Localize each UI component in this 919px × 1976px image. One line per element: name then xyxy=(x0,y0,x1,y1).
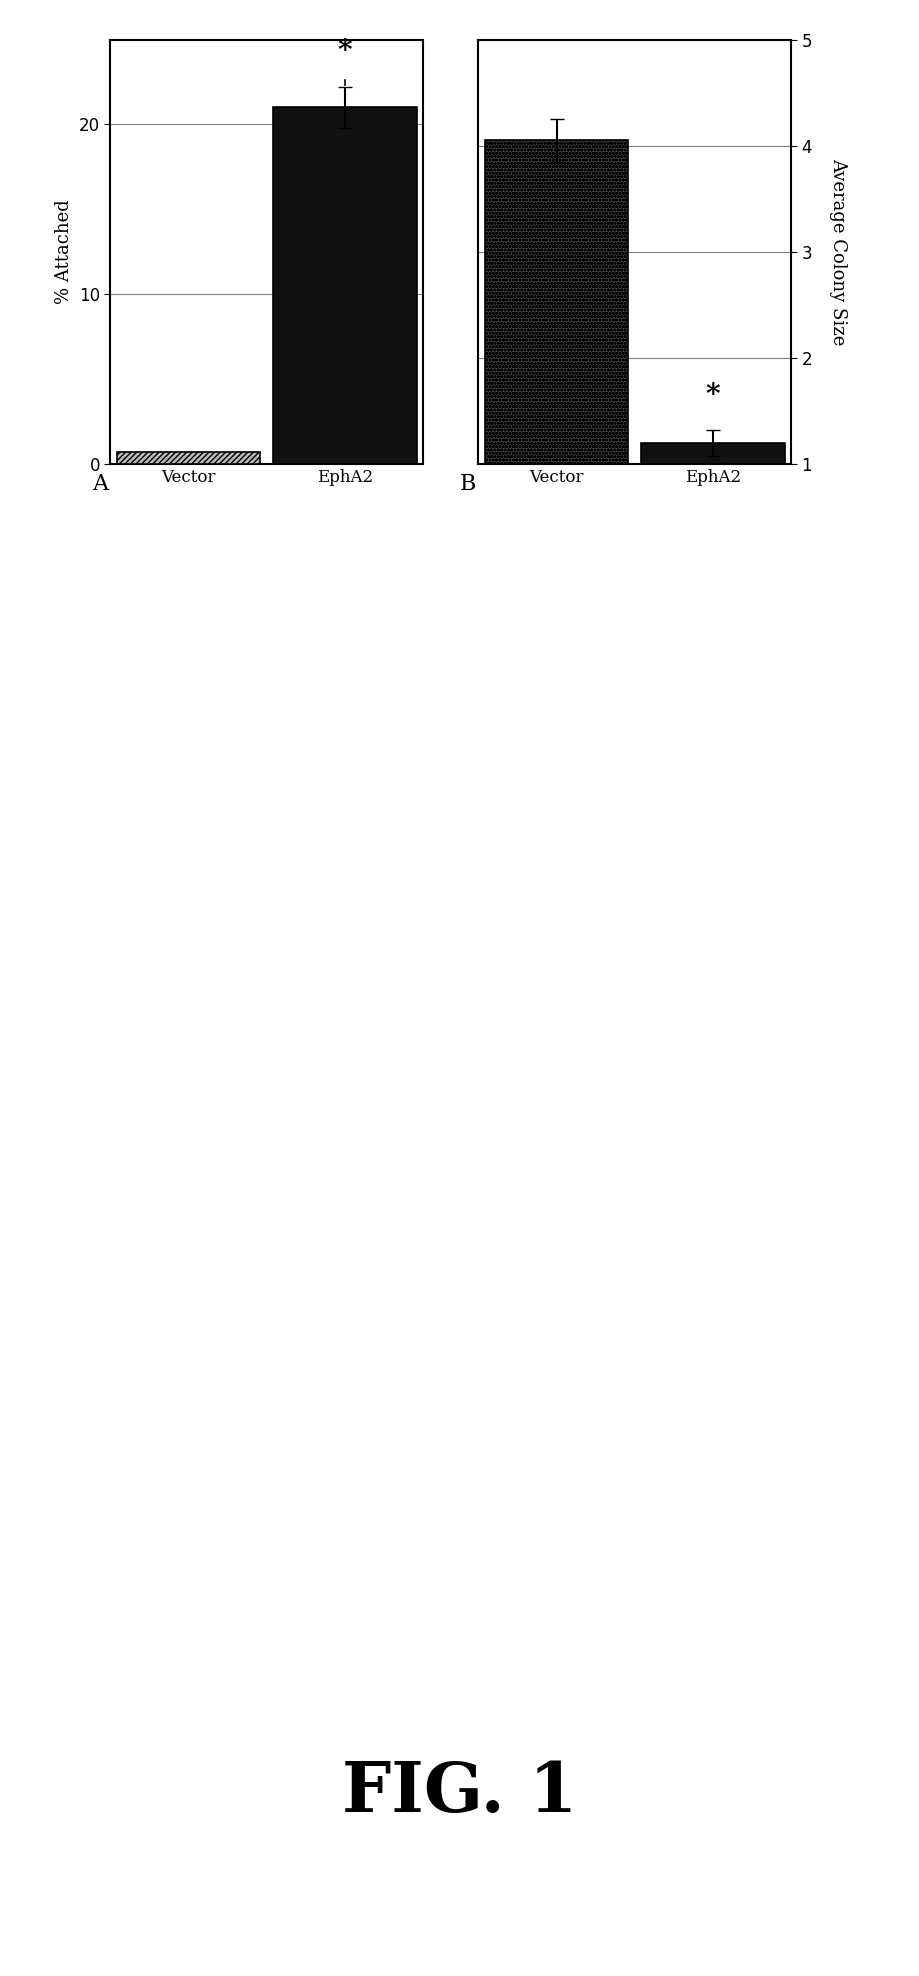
Text: A: A xyxy=(92,472,108,496)
Text: B: B xyxy=(460,472,476,496)
Bar xyxy=(117,453,260,464)
Bar xyxy=(484,140,628,464)
Y-axis label: % Attached: % Attached xyxy=(55,200,74,304)
Y-axis label: Average Colony Size: Average Colony Size xyxy=(828,158,846,346)
Bar xyxy=(273,107,416,464)
Bar xyxy=(641,443,784,464)
Text: *: * xyxy=(337,38,352,65)
Text: *: * xyxy=(705,381,720,409)
Text: FIG. 1: FIG. 1 xyxy=(342,1759,577,1826)
